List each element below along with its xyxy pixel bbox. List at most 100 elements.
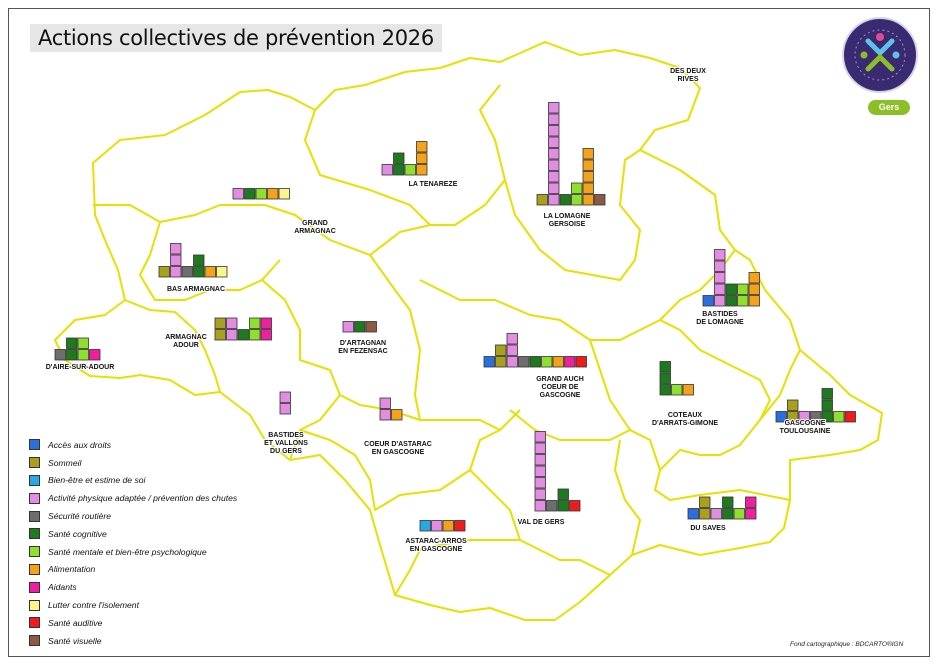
- action-block-mentale: [733, 508, 745, 520]
- action-block-sommeil: [787, 411, 799, 423]
- border-line: [339, 394, 421, 421]
- action-block-acces: [687, 508, 699, 520]
- action-block-activite: [431, 520, 443, 532]
- action-block-activite: [279, 391, 291, 403]
- legend: Accès aux droits Sommeil Bien-être et esti…: [29, 436, 289, 650]
- action-block-activite: [534, 442, 546, 454]
- border-line: [124, 299, 221, 393]
- action-block-cognitive: [244, 188, 256, 200]
- action-block-mentale: [541, 356, 553, 368]
- action-block-mentale: [255, 188, 267, 200]
- legend-swatch: [29, 563, 40, 575]
- action-block-acces: [483, 356, 495, 368]
- action-block-activite: [170, 266, 182, 278]
- legend-label: Sécurité routière: [48, 511, 112, 522]
- action-block-activite: [714, 249, 726, 261]
- action-block-activite: [548, 102, 560, 114]
- action-block-alimentation: [204, 266, 216, 278]
- action-block-sommeil: [158, 266, 170, 278]
- territory-label: TOULOUSAINE: [780, 428, 831, 435]
- action-block-aidants: [745, 508, 757, 520]
- action-block-sommeil: [214, 317, 226, 329]
- border-line: [469, 469, 611, 576]
- action-block-mentale: [833, 411, 845, 423]
- action-block-sommeil: [699, 496, 711, 508]
- territory-label: BASTIDES: [702, 311, 738, 318]
- page-frame: [8, 8, 930, 657]
- action-block-cognitive: [659, 372, 671, 384]
- legend-label: Sommeil: [48, 457, 82, 468]
- territory-label: GRAND: [302, 220, 328, 227]
- legend-swatch: [29, 581, 40, 593]
- legend-label: Santé visuelle: [48, 635, 102, 646]
- legend-swatch: [29, 635, 40, 647]
- action-block-activite: [534, 431, 546, 443]
- action-block-securite: [181, 266, 193, 278]
- action-block-aidants: [564, 356, 576, 368]
- action-block-alimentation: [416, 164, 428, 176]
- legend-swatch: [29, 617, 40, 629]
- legend-label: Alimentation: [48, 564, 96, 575]
- action-block-auditive: [454, 520, 466, 532]
- action-block-cognitive: [722, 496, 734, 508]
- action-block-isolement: [216, 266, 228, 278]
- territory-label: ARMAGNAC: [294, 228, 336, 235]
- action-block-cognitive: [557, 500, 569, 512]
- action-block-activite: [170, 254, 182, 266]
- action-block-cognitive: [66, 349, 78, 361]
- action-block-activite: [534, 465, 546, 477]
- action-block-activite: [548, 125, 560, 137]
- legend-item-activite: Activité physique adaptée / prévention d…: [29, 489, 289, 507]
- territory-label: EN GASCOGNE: [410, 546, 463, 553]
- commission-logo: [842, 17, 918, 93]
- legend-swatch: [29, 457, 40, 469]
- action-block-activite: [534, 477, 546, 489]
- action-block-cognitive: [821, 399, 833, 411]
- action-block-cognitive: [725, 295, 737, 307]
- action-block-cognitive: [193, 254, 205, 266]
- action-block-alimentation: [582, 171, 594, 183]
- action-block-mentale: [671, 384, 683, 396]
- logo-badge: Gers: [868, 100, 910, 115]
- action-block-alimentation: [582, 182, 594, 194]
- legend-label: Accès aux droits: [48, 439, 112, 450]
- action-block-cognitive: [354, 321, 366, 333]
- border-line: [509, 409, 791, 501]
- action-block-acces: [702, 295, 714, 307]
- border-line: [659, 319, 771, 471]
- action-block-cognitive: [393, 152, 405, 164]
- territory-label: LA TENAREZE: [409, 181, 458, 188]
- action-block-cognitive: [659, 384, 671, 396]
- action-block-cognitive: [557, 488, 569, 500]
- action-block-auditive: [844, 411, 856, 423]
- action-block-cognitive: [237, 329, 249, 341]
- border-line: [419, 249, 736, 341]
- territory-label: GASCOGNE: [540, 392, 581, 399]
- action-block-sommeil: [495, 344, 507, 356]
- territory-label: ARMAGNAC: [165, 334, 207, 341]
- action-block-securite: [546, 500, 558, 512]
- action-block-cognitive: [659, 361, 671, 373]
- legend-label: Lutter contre l'isolement: [48, 600, 139, 611]
- action-block-mentale: [737, 295, 749, 307]
- legend-label: Santé mentale et bien-être psychologique: [48, 546, 207, 557]
- border-line: [394, 539, 520, 596]
- territory-label: EN FEZENSAC: [338, 348, 387, 355]
- legend-label: Santé auditive: [48, 617, 103, 628]
- action-block-activite: [710, 508, 722, 520]
- action-block-cognitive: [821, 411, 833, 423]
- territory-label: LA LOMAGNE: [544, 213, 591, 220]
- action-block-activite: [798, 411, 810, 423]
- action-block-cognitive: [66, 337, 78, 349]
- action-block-bienetre: [419, 520, 431, 532]
- action-block-aidants: [260, 329, 272, 341]
- action-block-alimentation: [416, 141, 428, 153]
- action-block-activite: [548, 182, 560, 194]
- action-block-sommeil: [495, 356, 507, 368]
- action-block-alimentation: [748, 295, 760, 307]
- action-block-cognitive: [722, 508, 734, 520]
- territory-label: EN GASCOGNE: [372, 449, 425, 456]
- border-line: [261, 279, 341, 461]
- legend-label: Activité physique adaptée / prévention d…: [48, 493, 238, 504]
- action-block-activite: [279, 403, 291, 415]
